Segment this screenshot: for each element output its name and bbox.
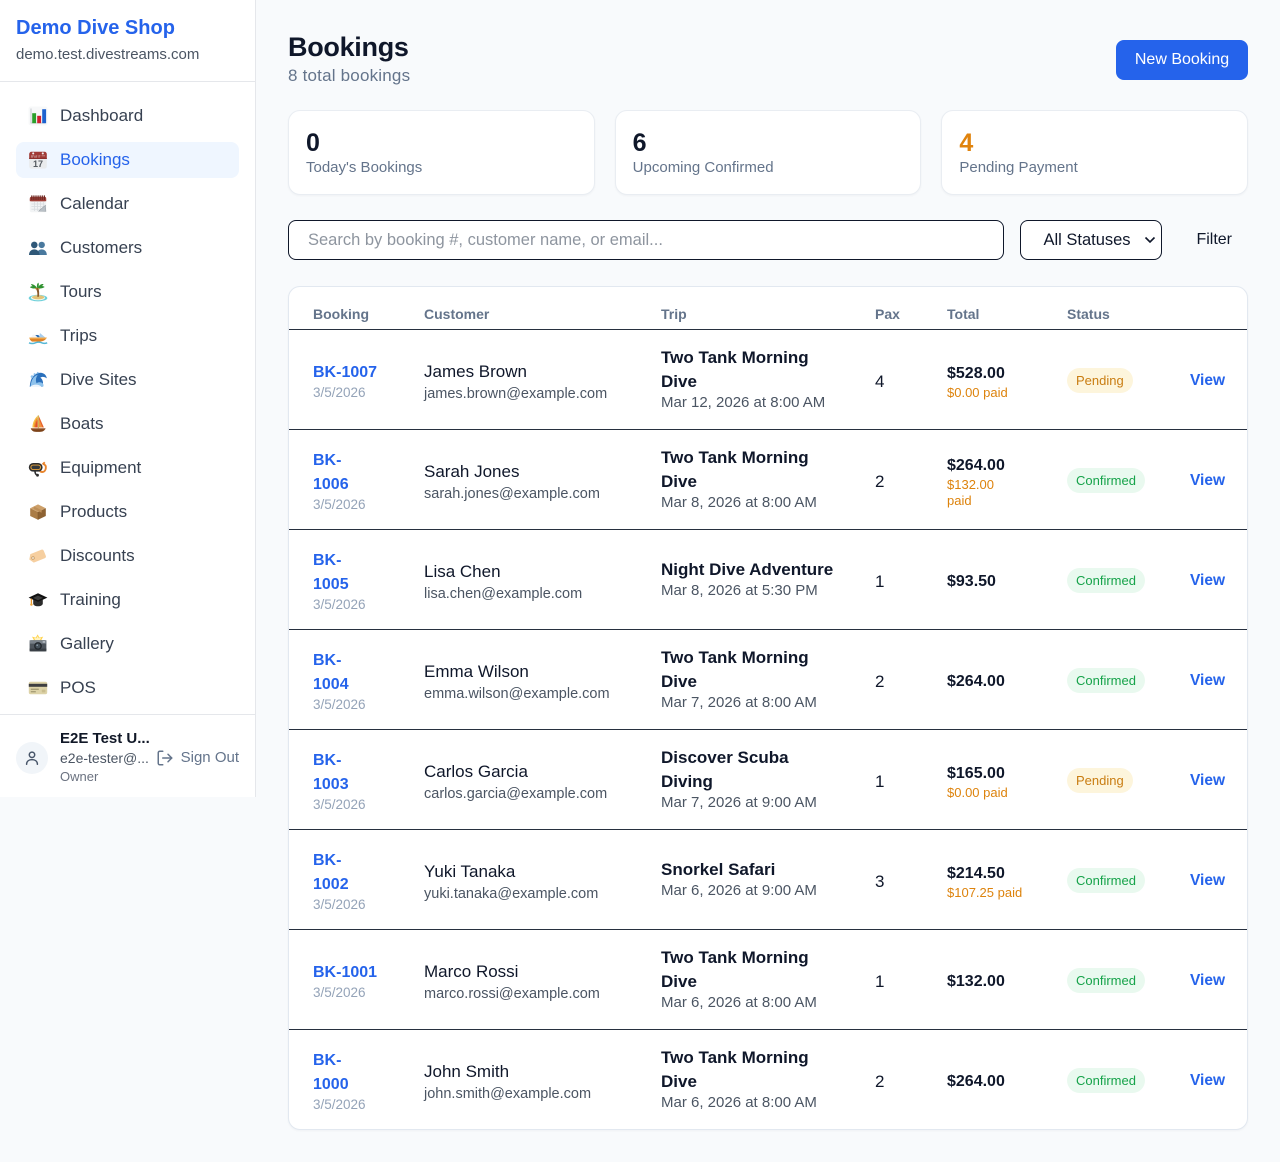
svg-text:17: 17 <box>33 159 43 169</box>
